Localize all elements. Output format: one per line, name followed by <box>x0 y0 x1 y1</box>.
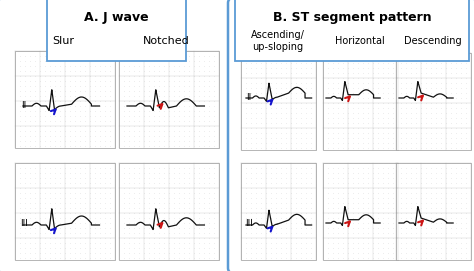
Bar <box>323 163 398 260</box>
Bar <box>396 163 471 260</box>
Bar <box>119 163 219 260</box>
Text: Slur: Slur <box>52 36 74 46</box>
Text: Descending: Descending <box>404 36 462 46</box>
Text: II: II <box>21 102 26 111</box>
Text: A. J wave: A. J wave <box>84 11 149 24</box>
FancyBboxPatch shape <box>228 0 474 271</box>
Bar <box>323 53 398 150</box>
Text: III: III <box>245 218 253 227</box>
Bar <box>15 51 115 148</box>
FancyBboxPatch shape <box>0 0 235 271</box>
Bar <box>396 53 471 150</box>
Bar <box>241 163 316 260</box>
Text: Notched: Notched <box>143 36 190 46</box>
Bar <box>119 51 219 148</box>
Text: Horizontal: Horizontal <box>335 36 385 46</box>
Text: Ascending/
up-sloping: Ascending/ up-sloping <box>251 30 305 52</box>
Text: III: III <box>20 218 28 227</box>
Text: II: II <box>246 93 251 102</box>
Bar <box>15 163 115 260</box>
Bar <box>241 53 316 150</box>
Text: B. ST segment pattern: B. ST segment pattern <box>273 11 431 24</box>
